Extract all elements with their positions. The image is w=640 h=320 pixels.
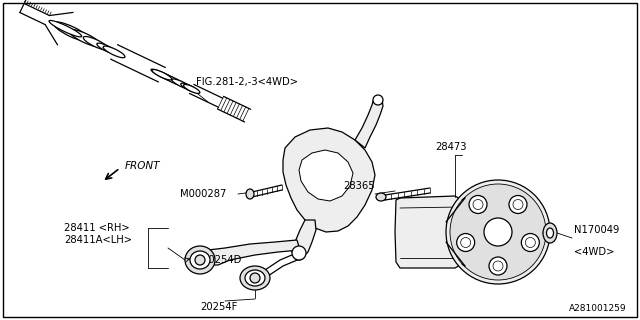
Ellipse shape [185,246,215,274]
Ellipse shape [180,83,197,92]
Circle shape [513,199,523,210]
Circle shape [461,237,470,247]
Ellipse shape [543,223,557,243]
Circle shape [473,199,483,210]
Text: 28473: 28473 [435,142,467,152]
Circle shape [493,261,503,271]
Circle shape [446,180,550,284]
Circle shape [522,234,540,252]
Ellipse shape [152,69,172,80]
Ellipse shape [49,20,82,37]
Ellipse shape [172,79,192,90]
Ellipse shape [103,46,125,58]
Text: A281001259: A281001259 [570,304,627,313]
Polygon shape [205,240,300,265]
Circle shape [469,196,487,213]
Text: 28365: 28365 [344,181,375,191]
Ellipse shape [69,29,102,47]
Polygon shape [283,128,375,232]
Ellipse shape [97,43,117,54]
Ellipse shape [240,266,270,290]
Ellipse shape [376,193,386,201]
Polygon shape [292,220,316,258]
Ellipse shape [83,36,109,50]
Polygon shape [395,196,465,268]
Circle shape [250,273,260,283]
Circle shape [525,237,535,247]
Text: 20254F: 20254F [200,302,237,312]
Circle shape [489,257,507,275]
Polygon shape [355,96,383,148]
Ellipse shape [54,22,90,41]
Ellipse shape [246,189,254,199]
Text: <4WD>: <4WD> [574,247,614,257]
Ellipse shape [190,251,210,269]
Circle shape [292,246,306,260]
Polygon shape [299,150,353,201]
Text: 28411 <RH>: 28411 <RH> [64,223,130,233]
Text: 20254D: 20254D [202,255,241,265]
Ellipse shape [184,84,200,93]
Ellipse shape [161,74,186,87]
Circle shape [450,184,546,280]
Ellipse shape [151,69,178,83]
Text: FIG.281-2,-3<4WD>: FIG.281-2,-3<4WD> [196,77,298,87]
Text: N170049: N170049 [574,225,620,235]
Circle shape [484,218,512,246]
Circle shape [509,196,527,213]
Text: FRONT: FRONT [125,161,161,171]
Circle shape [293,248,305,260]
Text: M000287: M000287 [180,189,227,199]
Circle shape [195,255,205,265]
Text: 28411A<LH>: 28411A<LH> [64,235,132,245]
Ellipse shape [245,270,265,286]
Ellipse shape [547,228,554,238]
Circle shape [457,234,475,252]
Circle shape [373,95,383,105]
